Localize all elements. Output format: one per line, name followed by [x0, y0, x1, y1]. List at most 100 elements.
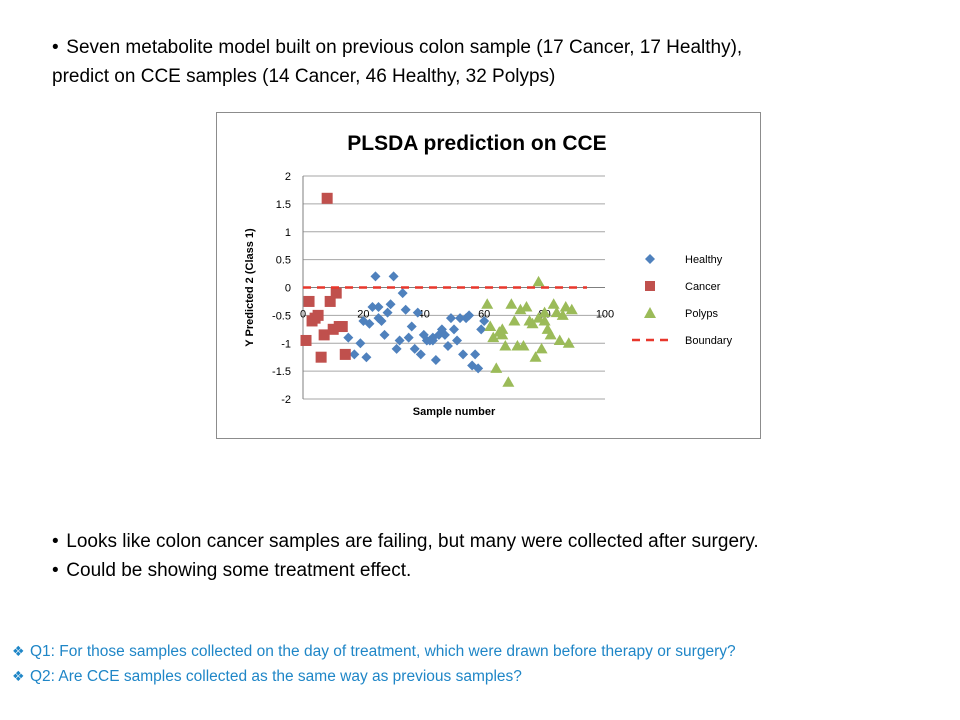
- polyps-point: [484, 320, 497, 332]
- questions-list: ❖ Q1: For those samples collected on the …: [12, 639, 952, 689]
- polyps-point: [505, 298, 518, 309]
- bullet-dot-icon: •: [52, 560, 59, 581]
- y-axis-title: Y Predicted 2 (Class 1): [244, 228, 256, 347]
- x-tick-label: 0: [300, 309, 306, 321]
- polyps-point: [538, 314, 551, 326]
- polyps-point: [517, 340, 530, 351]
- healthy-point: [415, 349, 426, 360]
- question-1: ❖ Q1: For those samples collected on the …: [12, 639, 952, 664]
- healthy-point: [394, 335, 405, 346]
- polyps-point: [490, 362, 503, 373]
- healthy-point: [382, 307, 393, 318]
- healthy-point: [388, 271, 399, 282]
- x-tick-label: 20: [357, 309, 369, 321]
- polyps-point: [559, 301, 572, 312]
- healthy-point: [461, 313, 472, 324]
- cancer-point: [336, 321, 348, 333]
- cancer-point: [300, 334, 312, 346]
- healthy-point: [373, 313, 384, 324]
- cancer-point: [318, 329, 330, 341]
- chart-canvas: PLSDA prediction on CCE 2 1.5 1 0.5 0 -0.5 -1 -1…: [244, 132, 733, 418]
- mid-bullets: • Looks like colon cancer samples are fa…: [52, 527, 932, 585]
- healthy-point: [464, 310, 475, 321]
- top-bullet-line-2: predict on CCE samples (14 Cancer, 46 He…: [52, 62, 922, 91]
- legend-healthy-icon: [645, 254, 655, 264]
- legend-cancer-icon: [645, 281, 655, 291]
- healthy-point: [364, 318, 375, 329]
- healthy-point: [343, 332, 354, 343]
- polyps-point: [502, 376, 515, 387]
- y-tick-label: -2: [281, 394, 291, 406]
- legend-polyps-icon: [644, 307, 656, 318]
- mid-bullet-1: • Looks like colon cancer samples are fa…: [52, 527, 932, 556]
- cancer-point: [312, 309, 324, 321]
- question-text-2: Q2: Are CCE samples collected as the sam…: [30, 668, 522, 685]
- mid-bullet-text-2: Could be showing some treatment effect.: [66, 560, 412, 581]
- diamond-bullet-icon: ❖: [12, 668, 25, 684]
- healthy-point: [409, 343, 420, 354]
- polyps-point: [508, 314, 521, 326]
- healthy-point: [452, 335, 463, 346]
- cancer-point: [327, 323, 339, 335]
- cancer-point: [339, 348, 351, 360]
- bullet-dot-icon: •: [52, 531, 59, 552]
- polyps-point: [547, 298, 560, 309]
- healthy-point: [391, 343, 402, 354]
- healthy-point: [400, 304, 411, 315]
- polyps-point: [553, 334, 566, 345]
- healthy-point: [403, 332, 414, 343]
- polyps-point: [535, 342, 548, 354]
- healthy-point: [361, 352, 372, 363]
- cancer-point: [315, 351, 327, 363]
- polyps-point: [499, 340, 512, 351]
- x-axis-title: Sample number: [413, 406, 496, 418]
- polyps-point: [496, 323, 509, 334]
- legend-label: Boundary: [685, 335, 733, 347]
- polyps-point: [532, 312, 545, 323]
- healthy-point: [412, 307, 423, 318]
- top-bullet: • Seven metabolite model built on previo…: [52, 33, 922, 91]
- y-tick-label: 0.5: [276, 255, 291, 267]
- top-bullet-text-2: predict on CCE samples (14 Cancer, 46 He…: [52, 66, 556, 87]
- polyps-point: [481, 298, 494, 309]
- y-tick-label: 1.5: [276, 199, 291, 211]
- x-tick-label: 60: [478, 309, 490, 321]
- y-tick-label: -1: [281, 338, 291, 350]
- polyps-point: [556, 309, 569, 320]
- polyps-point: [550, 306, 563, 318]
- legend-label: Polyps: [685, 308, 719, 320]
- polyps-point: [496, 328, 509, 340]
- healthy-point: [442, 341, 453, 352]
- mid-bullet-2: • Could be showing some treatment effect…: [52, 556, 932, 585]
- mid-bullet-text-1: Looks like colon cancer samples are fail…: [66, 531, 759, 552]
- cancer-point: [324, 295, 336, 307]
- healthy-point: [449, 324, 459, 335]
- polyps-point: [562, 337, 575, 348]
- healthy-point: [367, 302, 378, 313]
- polyps-point: [538, 306, 551, 318]
- healthy-point: [458, 349, 469, 360]
- healthy-point: [476, 324, 487, 335]
- chart-title: PLSDA prediction on CCE: [347, 132, 606, 155]
- y-tick-label: -1.5: [272, 366, 291, 378]
- polyps-point: [544, 328, 557, 340]
- healthy-point: [445, 313, 456, 324]
- polyps-point: [487, 331, 500, 343]
- x-tick-label: 100: [596, 309, 614, 321]
- polyps-point: [520, 301, 533, 312]
- healthy-point: [473, 363, 484, 374]
- top-bullet-line-1: • Seven metabolite model built on previo…: [52, 33, 922, 62]
- healthy-point: [349, 349, 360, 360]
- healthy-point: [427, 335, 438, 346]
- polyps-point: [529, 351, 542, 362]
- healthy-point: [358, 315, 369, 326]
- healthy-point: [470, 349, 481, 360]
- healthy-point: [373, 302, 384, 313]
- cancer-point: [330, 287, 342, 299]
- y-tick-label: 2: [285, 171, 291, 183]
- polyps-point: [565, 303, 578, 315]
- legend-label: Cancer: [685, 281, 721, 293]
- plsda-chart: PLSDA prediction on CCE 2 1.5 1 0.5 0 -0.5 -1 -1…: [216, 112, 761, 439]
- cancer-point: [321, 192, 333, 204]
- healthy-point: [385, 299, 396, 310]
